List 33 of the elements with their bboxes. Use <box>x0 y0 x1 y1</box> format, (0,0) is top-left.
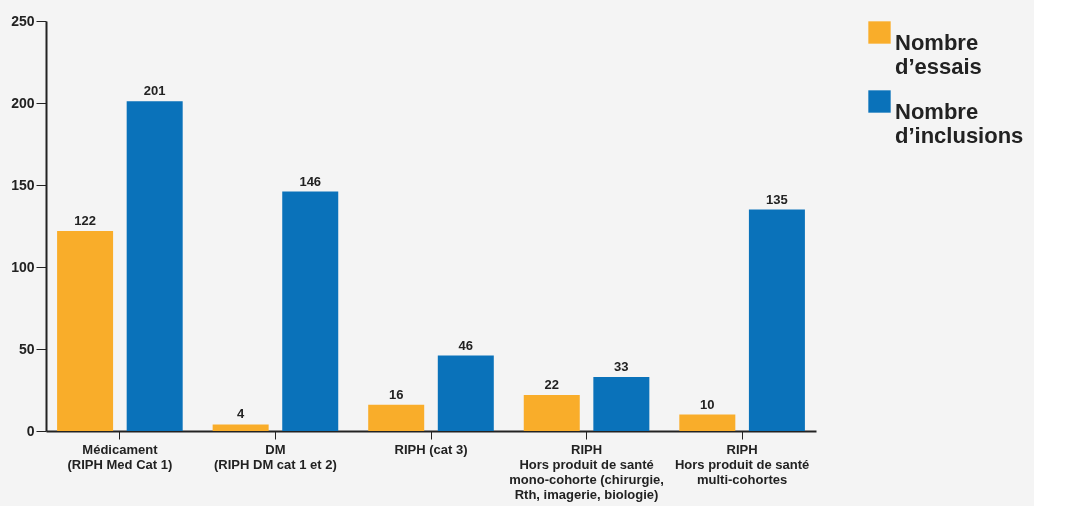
bar <box>523 394 580 431</box>
y-tick-label: 100 <box>11 258 35 275</box>
data-label: 16 <box>388 386 404 402</box>
data-label: 122 <box>74 212 96 228</box>
bar <box>437 355 494 431</box>
data-label: 10 <box>700 396 715 412</box>
y-tick-label: 50 <box>18 340 35 357</box>
data-label: 46 <box>458 337 474 353</box>
data-label: 135 <box>766 191 788 207</box>
x-tick-label: DM (RIPH DM cat 1 et 2) <box>214 441 337 472</box>
y-tick-label: 0 <box>26 422 35 439</box>
x-tick-label: RIPH Hors produit de santé multi-cohortes <box>674 441 810 487</box>
bar <box>126 101 183 431</box>
bar <box>282 191 339 431</box>
bar <box>368 404 425 431</box>
bar <box>748 209 805 431</box>
x-tick-label: Médicament (RIPH Med Cat 1) <box>67 441 173 472</box>
legend-label: Nombre d’essais <box>895 29 982 79</box>
y-tick-label: 200 <box>11 94 35 111</box>
legend-label: Nombre d’inclusions <box>895 98 1024 148</box>
bar <box>212 424 269 431</box>
data-label: 33 <box>614 358 629 374</box>
y-tick-label: 150 <box>11 176 35 193</box>
bar <box>679 414 736 431</box>
bar <box>593 376 650 431</box>
data-label: 201 <box>143 83 166 99</box>
y-tick-label: 250 <box>11 12 35 29</box>
data-label: 4 <box>237 406 246 422</box>
data-label: 22 <box>544 376 559 392</box>
x-tick-label: RIPH Hors produit de santé mono-cohorte (chirurgie, Rth, imagerie, biologie) <box>509 441 664 502</box>
bar <box>57 230 114 431</box>
data-label: 146 <box>299 173 322 189</box>
x-tick-label: RIPH (cat 3) <box>394 441 468 457</box>
